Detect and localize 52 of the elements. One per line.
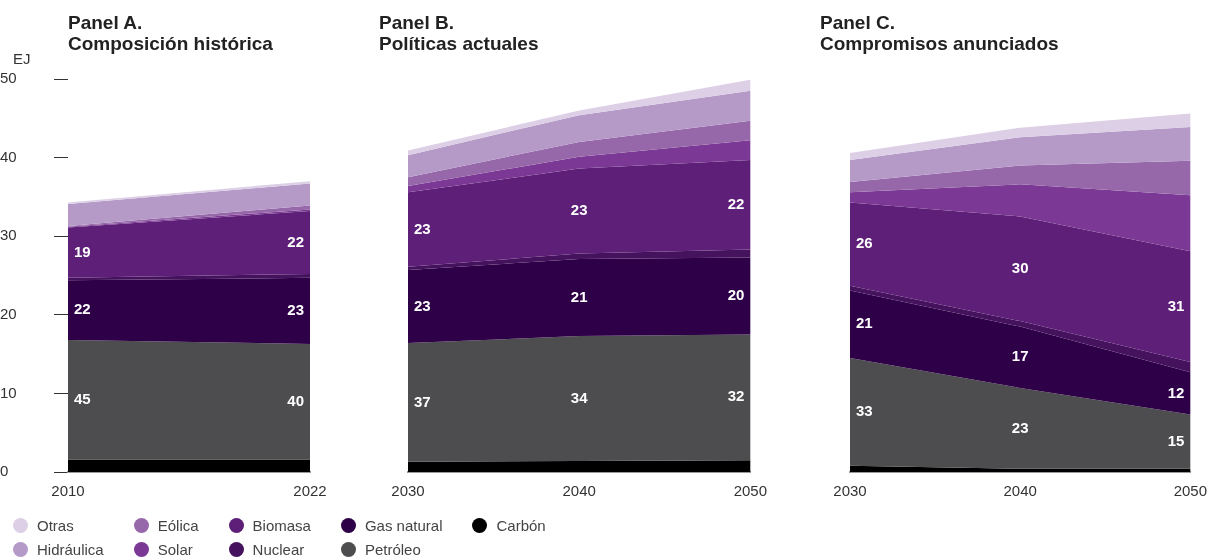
x-tick-label: 2022: [293, 482, 327, 500]
x-tick-label: 2050: [1173, 482, 1207, 500]
annotation: 40: [287, 391, 304, 409]
y-tick-label: 30: [0, 226, 17, 244]
x-tick-label: 2040: [1003, 482, 1037, 500]
y-tick-label: 0: [0, 462, 9, 480]
y-tick-label: 10: [0, 383, 17, 401]
annotation: 32: [727, 387, 745, 405]
annotation: 20: [727, 286, 745, 304]
x-tick-label: 2040: [562, 482, 596, 500]
legend-label: Nuclear: [252, 540, 305, 558]
annotation: 22: [727, 194, 745, 212]
annotation: 23: [570, 201, 588, 219]
chart-title: Panel A.: [68, 12, 144, 33]
x-tick-label: 2030: [833, 482, 867, 500]
y-axis-title: EJ: [13, 50, 31, 67]
annotation: 23: [1011, 418, 1029, 436]
y-tick-label: 20: [0, 304, 17, 322]
legend-label: Otras: [37, 516, 74, 534]
chart-subtitle: Políticas actuales: [379, 33, 539, 54]
annotation: 17: [1011, 347, 1029, 365]
chart-title: Panel B.: [379, 12, 455, 33]
annotation: 23: [414, 296, 431, 314]
legend-label: Solar: [157, 540, 193, 558]
annotation: 45: [74, 389, 91, 407]
x-tick-label: 2030: [391, 482, 425, 500]
annotation: 15: [1167, 431, 1185, 449]
legend-label: Biomasa: [252, 516, 311, 534]
annotation: 34: [570, 388, 589, 406]
annotation: 37: [414, 392, 431, 410]
x-tick-label: 2050: [733, 482, 767, 500]
legend-label: Carbón: [496, 516, 546, 534]
x-tick-label: 2010: [51, 482, 85, 500]
annotation: 12: [1167, 383, 1185, 401]
chart-title: Panel C.: [820, 12, 896, 33]
annotation: 21: [856, 314, 873, 332]
annotation: 23: [287, 301, 304, 319]
legend-label: Hidráulica: [37, 540, 104, 558]
annotation: 33: [856, 402, 873, 420]
chart-subtitle: Composición histórica: [68, 33, 273, 54]
chart-subtitle: Compromisos anunciados: [820, 33, 1059, 54]
annotation: 30: [1011, 258, 1029, 276]
y-tick-label: 40: [0, 147, 17, 165]
y-tick-label: 50: [0, 69, 17, 87]
legend-label: Gas natural: [364, 516, 443, 534]
annotation: 21: [570, 287, 588, 305]
annotation: 22: [74, 300, 91, 318]
annotation: 23: [414, 219, 431, 237]
legend-label: Eólica: [157, 516, 199, 534]
annotation: 26: [856, 234, 873, 252]
legend-label: Petróleo: [364, 540, 421, 558]
annotation: 31: [1167, 296, 1185, 314]
